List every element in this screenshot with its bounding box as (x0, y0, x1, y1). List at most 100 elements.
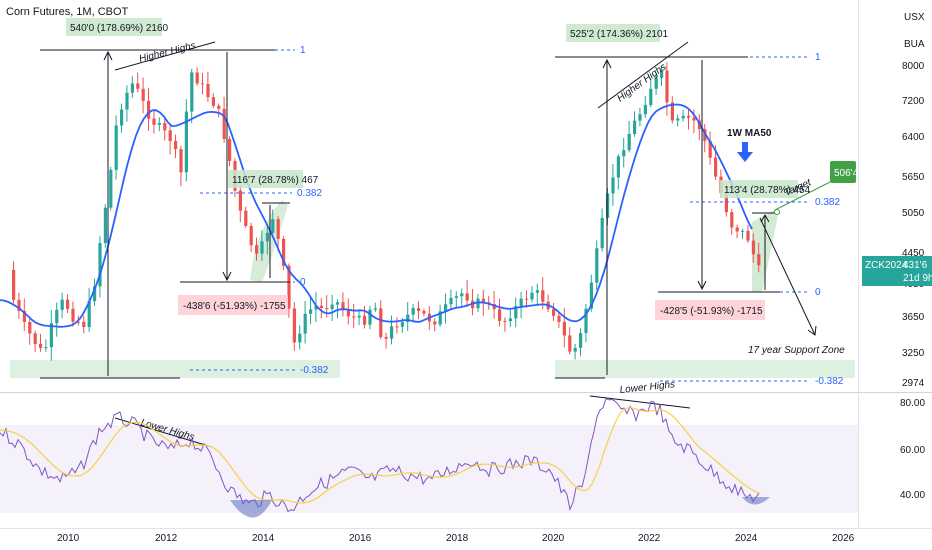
fib-right-mid: 0.382 (815, 197, 840, 208)
candle-65 (363, 315, 367, 325)
candle-96 (530, 292, 534, 300)
candle-56 (314, 305, 318, 310)
candle-135 (741, 230, 745, 232)
candle-44 (249, 225, 253, 246)
candle-106 (584, 308, 588, 334)
support-zone-label: 17 year Support Zone (748, 345, 845, 356)
candle-82 (454, 296, 458, 298)
candle-20 (120, 109, 124, 126)
candle-75 (417, 308, 421, 312)
rsi-band (0, 425, 858, 513)
ma-line-group (0, 103, 753, 328)
candle-23 (136, 83, 140, 89)
candle-18 (109, 169, 113, 208)
candle-79 (438, 311, 442, 325)
bounce-2013-label: 116'7 (28.78%) 467 (232, 175, 319, 186)
candle-22 (130, 83, 134, 93)
candle-32 (184, 111, 188, 173)
candle-9 (60, 299, 64, 310)
candle-100 (552, 309, 556, 316)
time-axis: 2010 2012 2014 2016 2018 2020 2022 2024 … (57, 533, 855, 544)
candle-1 (17, 299, 21, 311)
candle-83 (460, 293, 464, 297)
candle-90 (498, 309, 502, 321)
candle-3 (28, 321, 32, 334)
candle-70 (390, 326, 394, 339)
symbol-badge (862, 256, 932, 286)
candle-130 (714, 157, 718, 177)
candle-8 (55, 309, 59, 324)
candle-122 (670, 102, 674, 121)
candle-26 (152, 118, 156, 125)
candle-105 (579, 333, 583, 348)
candle-47 (265, 232, 269, 242)
candle-39 (222, 108, 226, 140)
candle-133 (730, 212, 734, 228)
y-tick-2: 6400 (902, 132, 925, 143)
fib-left-zero: 0 (300, 277, 306, 288)
candle-104 (573, 347, 577, 352)
candle-117 (643, 104, 647, 115)
candle-35 (201, 83, 205, 85)
candle-15 (93, 286, 97, 302)
candle-2 (22, 310, 26, 322)
fib-right-zero: 0 (815, 287, 821, 298)
ma-arrow-icon (737, 142, 753, 162)
candle-124 (681, 115, 685, 119)
candle-92 (508, 318, 512, 322)
bounce-2024-label: 113'4 (28.78%) 454 (724, 185, 811, 196)
drop-2013-label: -438'6 (-51.93%) -1755 (183, 301, 286, 312)
x-tick-3: 2016 (349, 533, 372, 544)
support-zone-right (555, 360, 855, 378)
candle-46 (260, 241, 264, 254)
candle-36 (206, 84, 210, 98)
candle-128 (703, 129, 707, 141)
candle-108 (595, 248, 599, 283)
candle-74 (411, 308, 415, 315)
drop-2024-label: -428'5 (-51.93%) -1715 (660, 306, 763, 317)
candle-118 (649, 88, 653, 105)
support-zone-left (10, 360, 340, 378)
candle-14 (87, 301, 91, 328)
candle-107 (589, 282, 593, 309)
candle-134 (735, 227, 739, 232)
candle-132 (724, 193, 728, 213)
candle-67 (373, 308, 377, 310)
target-badge-text: 506'4 (834, 168, 859, 179)
rsi-tick-0: 80.00 (900, 398, 925, 409)
candle-110 (606, 193, 610, 218)
candle-113 (622, 150, 626, 157)
x-tick-5: 2020 (542, 533, 565, 544)
rsi-axis: 80.00 60.00 40.00 (900, 398, 925, 501)
candle-115 (633, 120, 637, 134)
candle-62 (346, 309, 350, 317)
candle-125 (687, 115, 691, 118)
candle-27 (157, 123, 161, 125)
candle-57 (319, 305, 323, 309)
candle-71 (395, 326, 399, 328)
candle-7 (49, 323, 53, 348)
candle-17 (103, 207, 107, 244)
x-tick-1: 2012 (155, 533, 178, 544)
x-tick-8: 2026 (832, 533, 855, 544)
rise-2022-label: 525'2 (174.36%) 2101 (570, 29, 669, 40)
candle-89 (492, 304, 496, 310)
candle-123 (676, 118, 680, 121)
candle-109 (600, 217, 604, 249)
y-tick-3: 5650 (902, 172, 925, 183)
candle-58 (325, 308, 329, 310)
candle-116 (638, 114, 642, 121)
candle-69 (384, 336, 388, 339)
candle-25 (147, 100, 151, 119)
rsi-ma-line (0, 407, 761, 504)
fib-left-neg: -0.382 (300, 365, 329, 376)
candle-59 (330, 304, 334, 310)
candle-95 (525, 298, 529, 300)
candle-72 (400, 322, 404, 327)
candle-45 (255, 245, 259, 254)
symbol-text: ZCK2024 (865, 260, 908, 271)
candle-120 (660, 70, 664, 78)
candle-112 (616, 156, 620, 178)
candle-21 (125, 92, 129, 110)
rsi-tick-2: 40.00 (900, 490, 925, 501)
